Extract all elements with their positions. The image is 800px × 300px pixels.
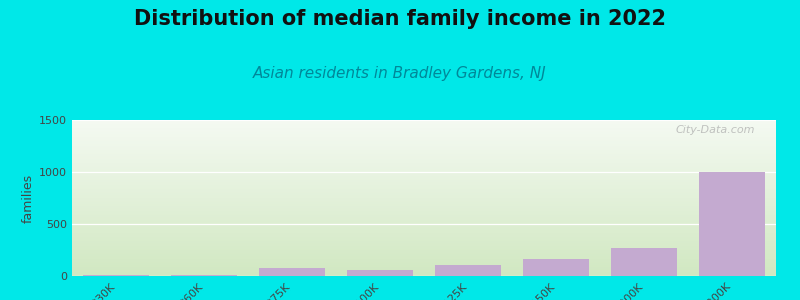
Bar <box>611 248 677 276</box>
Bar <box>171 275 237 276</box>
Bar <box>259 268 325 276</box>
Bar <box>347 270 413 276</box>
Text: Asian residents in Bradley Gardens, NJ: Asian residents in Bradley Gardens, NJ <box>253 66 547 81</box>
Bar <box>699 172 765 276</box>
Text: Distribution of median family income in 2022: Distribution of median family income in … <box>134 9 666 29</box>
Bar <box>83 275 149 276</box>
Text: City-Data.com: City-Data.com <box>675 125 755 135</box>
Bar <box>435 265 501 276</box>
Bar <box>523 260 589 276</box>
Y-axis label: families: families <box>22 173 35 223</box>
